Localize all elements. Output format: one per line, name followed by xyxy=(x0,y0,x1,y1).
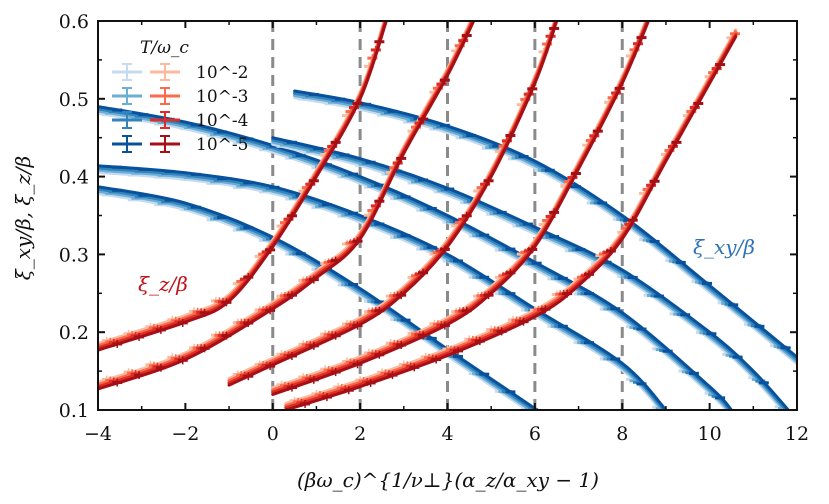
y-tick-label: 0.6 xyxy=(59,11,89,33)
xy-curve-6-t0 xyxy=(271,142,785,410)
x-tick-label: 2 xyxy=(354,423,366,445)
legend-label: 10^-5 xyxy=(196,135,248,155)
y-tick-label: 0.2 xyxy=(59,322,89,344)
x-tick-label: 10 xyxy=(698,423,722,445)
legend-title: T/ω_c xyxy=(140,38,189,58)
z-curve-8-t3 xyxy=(284,35,738,410)
x-tick-label: 8 xyxy=(616,423,628,445)
legend-label: 10^-3 xyxy=(196,87,248,107)
xi-z-annotation: ξ_z/β xyxy=(138,272,188,296)
y-tick-label: 0.4 xyxy=(59,167,89,189)
x-tick-label: −4 xyxy=(84,423,112,445)
xi-xy-annotation: ξ_xy/β xyxy=(693,235,755,259)
x-tick-label: 0 xyxy=(267,423,279,445)
x-tick-label: 6 xyxy=(529,423,541,445)
legend-label: 10^-2 xyxy=(196,63,248,83)
xy-curve-2-t1 xyxy=(98,168,665,410)
y-axis-title: ξ_xy/β, ξ_z/β xyxy=(11,156,35,280)
legend: T/ω_c 10^-2 10^-3 10^-4 10^-5 xyxy=(112,38,248,155)
y-tick-label: 0.3 xyxy=(59,244,89,266)
xy-curve-6-t1 xyxy=(271,140,787,410)
y-tick-label: 0.1 xyxy=(59,400,89,422)
x-tick-label: 12 xyxy=(785,423,809,445)
y-tick-label: 0.5 xyxy=(59,89,89,111)
axes-layer: −4 −2 0 2 4 6 8 10 12 0.1 0.2 0.3 0.4 0.5 0.6 xyxy=(59,11,809,445)
x-axis-title: (βω_c)^{1/ν⊥}(α_z/α_xy − 1) xyxy=(297,468,599,492)
x-tick-label: −2 xyxy=(171,423,199,445)
x-tick-label: 4 xyxy=(441,423,453,445)
plot-layer xyxy=(98,21,797,410)
xy-curve-6-t3 xyxy=(271,136,790,410)
xy-curve-4-t2 xyxy=(98,107,732,410)
z-curve-6-t3 xyxy=(271,21,650,396)
legend-label: 10^-4 xyxy=(196,111,248,131)
xy-curve-4-t3 xyxy=(98,105,733,410)
